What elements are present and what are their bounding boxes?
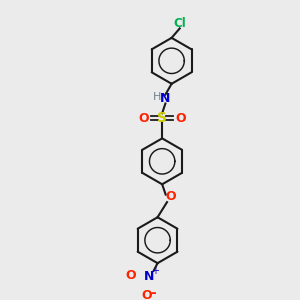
Text: O: O bbox=[166, 190, 176, 203]
Text: O: O bbox=[176, 112, 186, 124]
Text: H: H bbox=[152, 92, 161, 102]
Text: N: N bbox=[144, 270, 154, 283]
Text: O: O bbox=[138, 112, 149, 124]
Text: N: N bbox=[160, 92, 171, 105]
Text: -: - bbox=[150, 286, 156, 300]
Text: S: S bbox=[157, 111, 167, 125]
Text: +: + bbox=[152, 266, 159, 276]
Text: Cl: Cl bbox=[173, 17, 186, 30]
Text: O: O bbox=[141, 289, 152, 300]
Text: O: O bbox=[125, 269, 136, 282]
